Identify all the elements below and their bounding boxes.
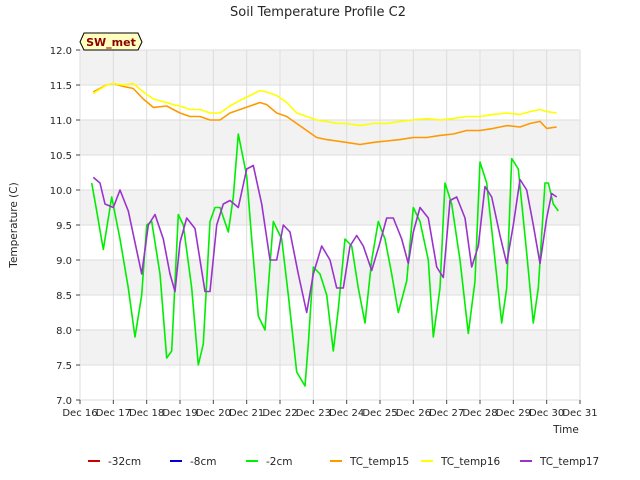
x-tick-label: Dec 26 [396, 408, 431, 419]
series-layer [90, 82, 559, 387]
series-line-2cm [90, 133, 559, 387]
annotation-box: SW_met [79, 32, 143, 51]
x-tick-label: Dec 23 [296, 408, 331, 419]
plot-band [80, 260, 580, 295]
y-tick-label: 9.5 [56, 221, 72, 232]
series-line-tctemp16 [92, 82, 557, 127]
legend-label: -32cm [108, 456, 141, 468]
y-axis-label: Temperature (C) [8, 182, 20, 268]
x-tick-label: Dec 18 [129, 408, 164, 419]
legend-label: -2cm [266, 456, 292, 468]
x-tick-label: Dec 30 [529, 408, 564, 419]
plot-band [80, 330, 580, 365]
x-tick-label: Dec 24 [329, 408, 364, 419]
y-tick-label: 7.0 [56, 396, 72, 407]
series-line-tctemp15 [92, 82, 557, 146]
y-tick-label: 7.5 [56, 361, 72, 372]
legend-label: TC_temp15 [349, 456, 409, 468]
x-tick-label: Dec 29 [496, 408, 531, 419]
plot-band [80, 365, 580, 400]
axes: 7.0 7.5 8.0 8.5 9.0 9.5 10.0 10.5 11.0 11.5 12.0 De… [50, 46, 598, 419]
plot-band [80, 50, 580, 85]
annotation-label: SW_met [86, 36, 136, 49]
y-tick-label: 8.5 [56, 291, 72, 302]
x-tick-label: Dec 20 [196, 408, 231, 419]
legend: -32cm -8cm -2cm TC_temp15 TC_temp16 TC_temp17 [88, 456, 599, 468]
x-tick-label: Dec 22 [262, 408, 297, 419]
plot-band [80, 190, 580, 225]
x-tick-label: Dec 19 [162, 408, 197, 419]
x-axis-label: Time [552, 424, 579, 436]
plot-band [80, 85, 580, 120]
x-tick-label: Dec 21 [229, 408, 264, 419]
legend-label: TC_temp17 [539, 456, 599, 468]
x-tick-label: Dec 31 [562, 408, 597, 419]
y-tick-label: 8.0 [56, 326, 72, 337]
plot-band [80, 120, 580, 155]
x-tick-label: Dec 16 [62, 408, 97, 419]
y-tick-label: 11.0 [50, 116, 72, 127]
y-tick-label: 11.5 [50, 81, 72, 92]
legend-label: TC_temp16 [440, 456, 501, 468]
y-tick-label: 10.5 [50, 151, 72, 162]
x-tick-label: Dec 25 [362, 408, 397, 419]
y-tick-label: 10.0 [50, 186, 72, 197]
plot-band [80, 155, 580, 190]
y-tick-label: 12.0 [50, 46, 72, 57]
chart-title: Soil Temperature Profile C2 [230, 5, 406, 20]
y-tick-label: 9.0 [56, 256, 72, 267]
x-tick-label: Dec 27 [429, 408, 464, 419]
x-tick-label: Dec 28 [462, 408, 497, 419]
x-tick-label: Dec 17 [96, 408, 131, 419]
series-line-tctemp17 [92, 164, 558, 314]
legend-label: -8cm [190, 456, 216, 468]
